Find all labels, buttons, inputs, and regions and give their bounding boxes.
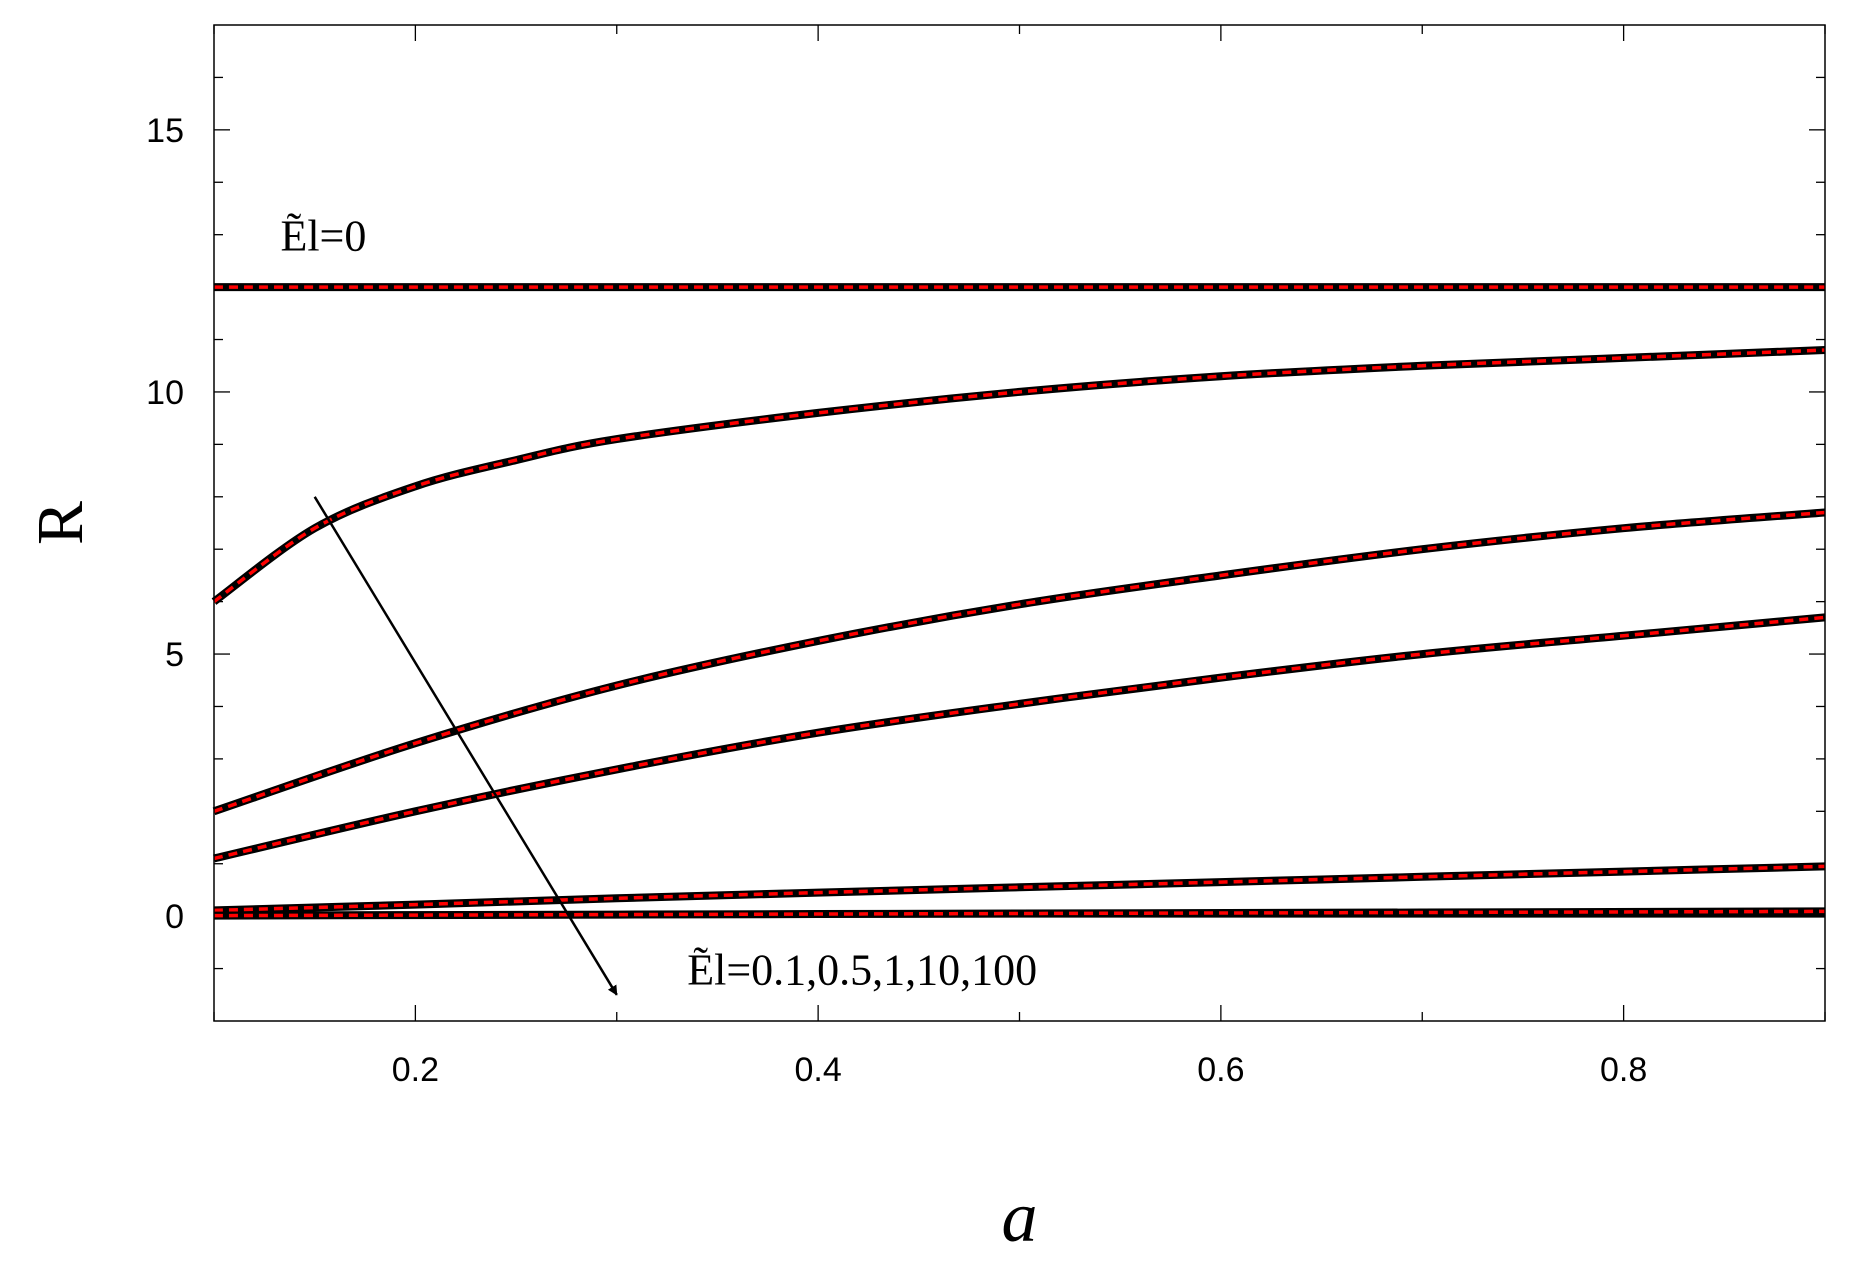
series-1-dashed-line: [212, 348, 1826, 604]
annotation-el-values: Ẽl=0.1,0.5,1,10,100: [687, 945, 1037, 994]
series-5-dashed-line: [213, 909, 1826, 918]
x-tick-label: 0.2: [392, 1051, 439, 1089]
axis-ticks: [213, 25, 1826, 1021]
x-axis-label: a: [1002, 1177, 1038, 1257]
x-tick-label: 0.4: [794, 1051, 841, 1089]
y-tick-label: 0: [165, 898, 184, 936]
tick-labels: 0.2 0.4 0.6 0.8 0 5 10 15: [146, 112, 1647, 1089]
series-lines: [211, 283, 1826, 920]
x-tick-label: 0.6: [1197, 1051, 1244, 1089]
y-tick-label: 10: [146, 374, 184, 412]
plot-frame: [213, 24, 1826, 1022]
annotation-el-zero: Ẽl=0: [280, 211, 366, 260]
y-axis-label: R: [24, 501, 97, 545]
series-2-solid-line: [212, 508, 1826, 816]
y-tick-label: 15: [146, 112, 184, 150]
series-3-dashed-line: [213, 615, 1826, 861]
y-tick-label: 5: [165, 636, 184, 674]
x-tick-label: 0.8: [1600, 1051, 1647, 1089]
series-4-solid-line: [213, 862, 1826, 915]
annotation-arrow: [313, 496, 618, 996]
series-3-solid-line: [213, 613, 1826, 863]
series-2-dashed-line: [213, 510, 1826, 813]
